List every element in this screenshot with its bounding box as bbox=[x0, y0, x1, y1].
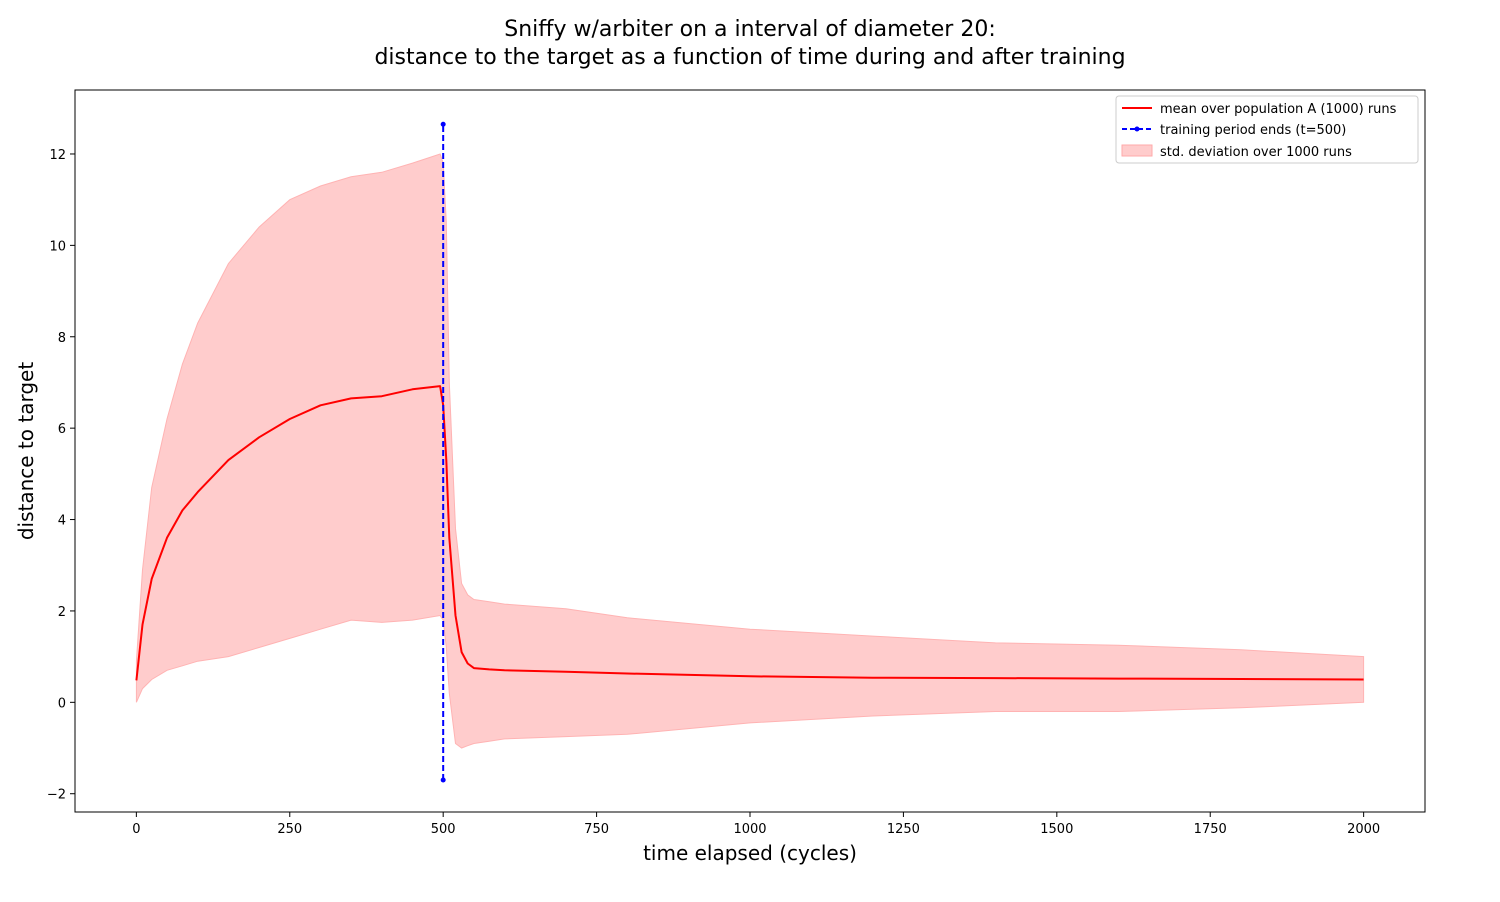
training-end-marker-point-0 bbox=[440, 777, 446, 783]
x-tick-label: 1750 bbox=[1194, 822, 1227, 837]
y-tick-label: 0 bbox=[58, 696, 66, 711]
x-tick-label: 1500 bbox=[1040, 822, 1073, 837]
training-end-marker-layer bbox=[440, 121, 446, 783]
y-axis-ticks: −2 0 2 4 6 8 10 12 bbox=[47, 148, 75, 803]
y-tick-label: 12 bbox=[49, 148, 66, 163]
x-axis-ticks: 0 250 500 750 1000 1250 1500 1750 2000 bbox=[132, 812, 1380, 837]
legend-marker-label: training period ends (t=500) bbox=[1160, 123, 1346, 138]
chart-title-line-1: Sniffy w/arbiter on a interval of diamet… bbox=[504, 17, 995, 42]
y-tick-label: 6 bbox=[58, 422, 66, 437]
mean-line bbox=[135, 385, 1364, 681]
legend: mean over population A (1000) runs train… bbox=[1115, 95, 1419, 164]
y-tick-label: 2 bbox=[58, 605, 66, 620]
mean-line-layer bbox=[135, 385, 1364, 681]
legend-band-label: std. deviation over 1000 runs bbox=[1160, 145, 1352, 160]
y-tick-label: −2 bbox=[47, 788, 66, 803]
y-tick-label: 8 bbox=[58, 331, 66, 346]
training-end-marker-point-1 bbox=[440, 121, 446, 127]
y-tick-label: 10 bbox=[49, 239, 66, 254]
x-tick-label: 2000 bbox=[1347, 822, 1380, 837]
y-tick-label: 4 bbox=[58, 514, 66, 529]
legend-box bbox=[1115, 95, 1419, 164]
x-tick-label: 250 bbox=[277, 822, 302, 837]
x-tick-label: 500 bbox=[431, 822, 456, 837]
x-tick-label: 0 bbox=[132, 822, 140, 837]
x-tick-label: 1250 bbox=[887, 822, 920, 837]
x-axis-label: time elapsed (cycles) bbox=[643, 841, 857, 865]
x-tick-label: 1000 bbox=[733, 822, 766, 837]
y-axis-label: distance to target bbox=[14, 362, 38, 541]
legend-marker-dot bbox=[1134, 126, 1140, 132]
legend-mean-label: mean over population A (1000) runs bbox=[1160, 102, 1397, 117]
x-tick-label: 750 bbox=[584, 822, 609, 837]
legend-band-swatch bbox=[1121, 144, 1153, 157]
chart-title-line-2: distance to the target as a function of … bbox=[374, 45, 1125, 70]
